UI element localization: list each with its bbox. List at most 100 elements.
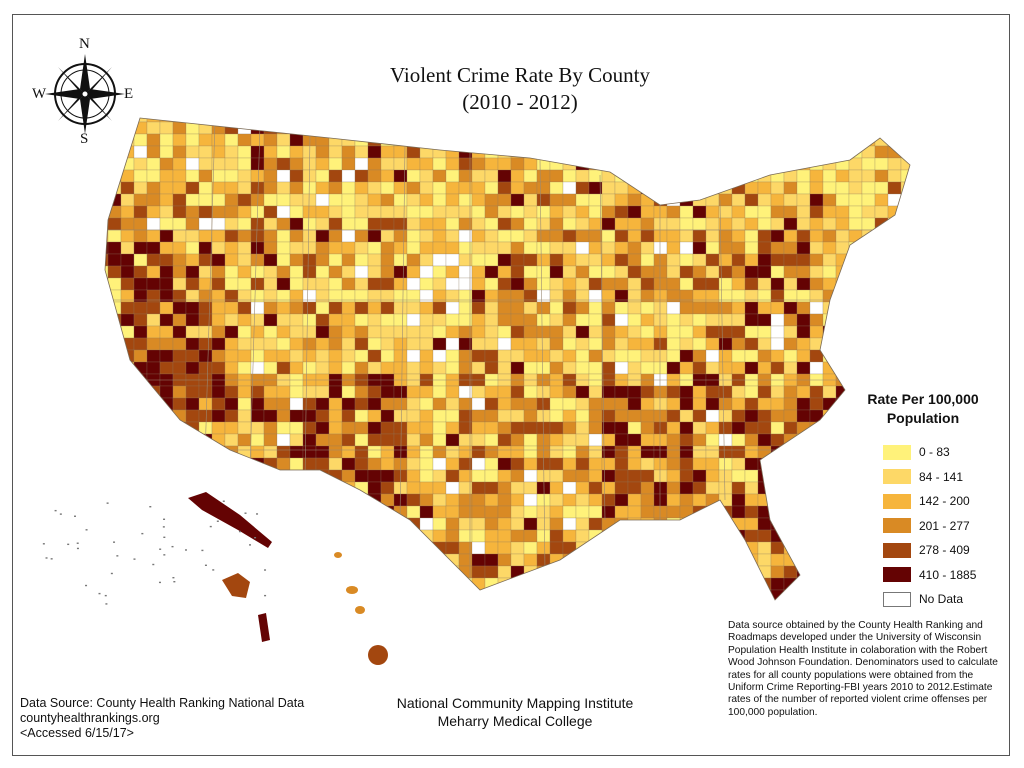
legend-label: 84 - 141 xyxy=(919,469,964,484)
county-cell xyxy=(562,217,577,231)
county-cell xyxy=(627,277,642,291)
county-cell xyxy=(172,277,187,291)
county-cell xyxy=(731,337,746,351)
county-cell xyxy=(549,361,564,375)
county-cell xyxy=(796,493,811,507)
county-cell xyxy=(393,253,408,267)
county-cell xyxy=(731,517,746,531)
county-cell xyxy=(289,469,304,483)
county-cell xyxy=(354,505,369,519)
county-cell xyxy=(666,541,681,555)
county-cell xyxy=(731,577,746,591)
county-cell xyxy=(105,421,109,435)
county-cell xyxy=(432,361,447,375)
county-cell xyxy=(796,121,811,135)
county-cell xyxy=(342,602,355,614)
county-cell xyxy=(835,193,850,207)
county-cell xyxy=(380,445,395,459)
county-cell xyxy=(796,409,811,423)
county-cell xyxy=(536,337,551,351)
alaska-island xyxy=(258,613,270,642)
county-cell xyxy=(446,602,459,614)
county-cell xyxy=(315,397,330,411)
county-cell xyxy=(328,325,343,339)
county-cell xyxy=(874,373,889,387)
county-cell xyxy=(861,241,876,255)
county-cell xyxy=(224,229,239,243)
county-cell xyxy=(588,397,603,411)
county-cell xyxy=(822,541,837,555)
county-cell xyxy=(835,361,850,375)
county-cell xyxy=(549,337,564,351)
county-cell xyxy=(588,481,603,495)
county-cell xyxy=(432,445,447,459)
county-cell xyxy=(471,481,486,495)
county-cell xyxy=(666,577,681,591)
county-cell xyxy=(380,397,395,411)
county-cell xyxy=(744,118,759,123)
county-cell xyxy=(484,265,499,279)
county-cell xyxy=(185,409,200,423)
county-cell xyxy=(549,229,564,243)
county-cell xyxy=(536,253,551,267)
county-cell xyxy=(211,121,226,135)
county-cell xyxy=(367,241,382,255)
county-cell xyxy=(770,169,785,183)
county-cell xyxy=(549,157,564,171)
alaska-islet xyxy=(105,603,108,605)
county-cell xyxy=(263,493,278,507)
county-cell xyxy=(692,445,707,459)
county-cell xyxy=(250,457,265,471)
county-cell xyxy=(914,326,927,338)
county-cell xyxy=(250,265,265,279)
county-cell xyxy=(237,481,252,495)
county-cell xyxy=(120,277,135,291)
county-cell xyxy=(861,181,876,195)
county-cell xyxy=(276,253,291,267)
county-cell xyxy=(705,121,720,135)
county-cell xyxy=(809,121,824,135)
county-cell xyxy=(744,229,759,243)
county-cell xyxy=(133,445,148,459)
county-cell xyxy=(484,409,499,423)
county-cell xyxy=(718,589,733,600)
alaska-islet xyxy=(85,529,88,531)
county-cell xyxy=(120,565,135,579)
county-cell xyxy=(237,397,252,411)
county-cell xyxy=(640,529,655,543)
county-cell xyxy=(575,445,590,459)
county-cell xyxy=(874,325,889,339)
county-cell xyxy=(328,157,343,171)
county-cell xyxy=(367,337,382,351)
county-cell xyxy=(289,421,304,435)
county-cell xyxy=(133,337,148,351)
county-cell xyxy=(107,445,122,459)
county-cell xyxy=(159,313,174,327)
county-cell xyxy=(471,121,486,135)
county-cell xyxy=(172,121,187,135)
county-cell xyxy=(562,349,577,363)
county-cell xyxy=(666,397,681,411)
county-cell xyxy=(770,541,785,555)
county-cell xyxy=(406,457,421,471)
county-cell xyxy=(107,325,122,339)
county-cell xyxy=(224,157,239,171)
county-cell xyxy=(757,493,772,507)
county-cell xyxy=(224,337,239,351)
county-cell xyxy=(146,397,161,411)
county-cell xyxy=(173,602,186,614)
county-cell xyxy=(796,229,811,243)
county-cell xyxy=(874,229,889,243)
organization: National Community Mapping Institute Meh… xyxy=(360,694,670,730)
county-cell xyxy=(341,409,356,423)
county-cell xyxy=(237,205,252,219)
county-cell xyxy=(679,181,694,195)
county-cell xyxy=(341,181,356,195)
county-cell xyxy=(445,565,460,579)
county-cell xyxy=(731,469,746,483)
county-cell xyxy=(471,253,486,267)
legend-label: 201 - 277 xyxy=(919,518,970,533)
county-cell xyxy=(640,409,655,423)
county-cell xyxy=(874,169,889,183)
